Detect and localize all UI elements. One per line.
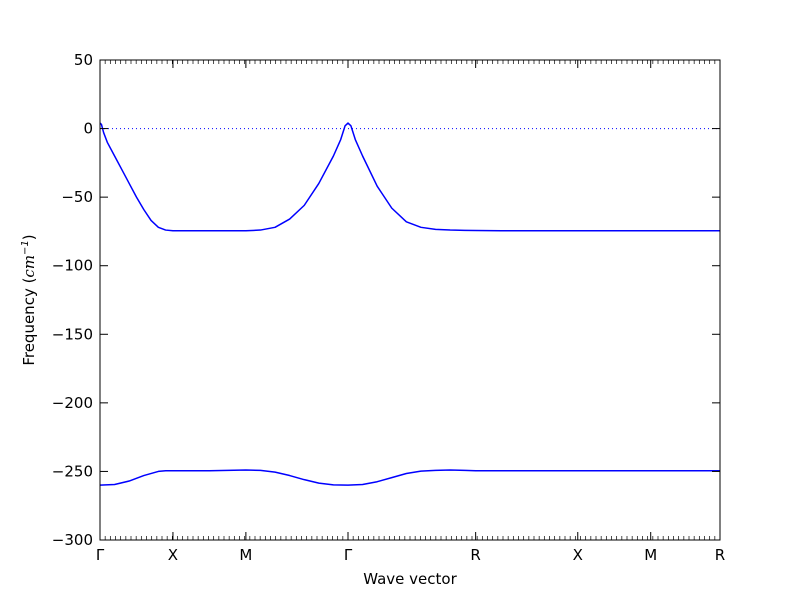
- y-axis-label-exponent: −1: [20, 240, 31, 255]
- minor-ticks: [99, 60, 721, 540]
- y-axis-label: Frequency (cm−1): [20, 234, 38, 365]
- band-line-1: [99, 122, 720, 232]
- y-tick-label: 50: [74, 51, 93, 69]
- band-line-2: [99, 469, 720, 486]
- x-tick-label: R: [715, 546, 725, 564]
- y-axis-label-suffix: ): [20, 234, 38, 240]
- y-tick-labels: 50 0 −50 −100 −150 −200 −250 −300: [52, 51, 93, 549]
- y-axis-label-prefix: Frequency (: [20, 278, 38, 366]
- x-tick-label: Γ: [96, 546, 105, 564]
- x-tick-label: R: [470, 546, 480, 564]
- x-tick-label: M: [239, 546, 252, 564]
- y-tick-label: −50: [61, 188, 93, 206]
- y-tick-label: −300: [52, 531, 93, 549]
- y-tick-label: −150: [52, 325, 93, 343]
- y-tick-label: −100: [52, 257, 93, 275]
- plot-frame: [99, 59, 721, 541]
- y-tick-label: 0: [83, 120, 93, 138]
- y-tick-label: −200: [52, 394, 93, 412]
- x-axis-label: Wave vector: [363, 570, 457, 588]
- major-ticks: [99, 59, 721, 541]
- plot-area: [99, 59, 721, 541]
- y-axis-label-unit: cm: [20, 255, 38, 278]
- series-layer: [99, 122, 720, 486]
- x-tick-label: X: [573, 546, 583, 564]
- x-tick-label: X: [168, 546, 178, 564]
- x-tick-label: M: [644, 546, 657, 564]
- x-tick-label: Γ: [344, 546, 353, 564]
- y-tick-label: −250: [52, 462, 93, 480]
